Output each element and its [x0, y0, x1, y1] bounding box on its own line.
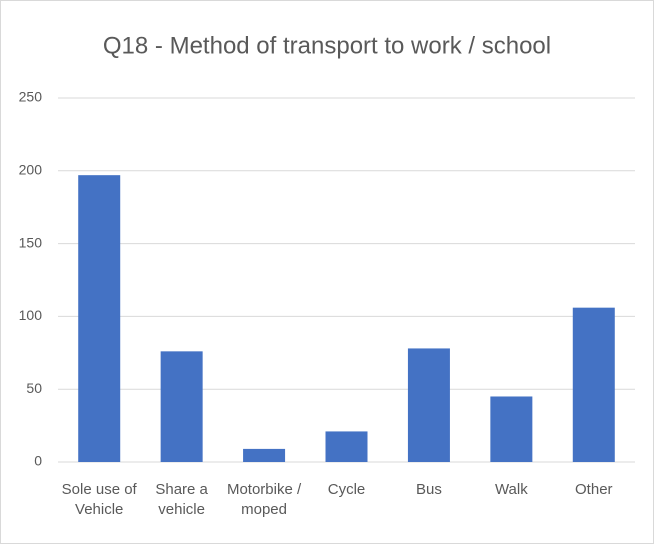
y-tick-label: 250	[19, 89, 43, 105]
x-tick-label: Cycle	[327, 481, 366, 498]
x-tick-label: Other	[575, 481, 613, 498]
bar	[78, 175, 121, 462]
bar	[160, 351, 203, 462]
y-tick-label: 0	[34, 453, 42, 469]
bar	[325, 431, 368, 462]
y-tick-label: 100	[19, 307, 43, 323]
bar	[407, 348, 450, 462]
x-tick-label: Bus	[415, 481, 442, 498]
y-tick-label: 150	[19, 234, 43, 250]
y-tick-label: 50	[26, 380, 42, 396]
x-tick-label: Sole use of Vehicle	[61, 481, 137, 518]
bar	[490, 396, 533, 462]
x-tick-label: Walk	[494, 481, 528, 498]
y-tick-label: 200	[19, 162, 43, 178]
x-tick-label: Motorbike / moped	[226, 481, 302, 518]
bar	[572, 307, 615, 462]
x-tick-label: Share a vehicle	[155, 481, 208, 518]
chart-title: Q18 - Method of transport to work / scho…	[103, 32, 551, 59]
bar	[243, 448, 286, 462]
